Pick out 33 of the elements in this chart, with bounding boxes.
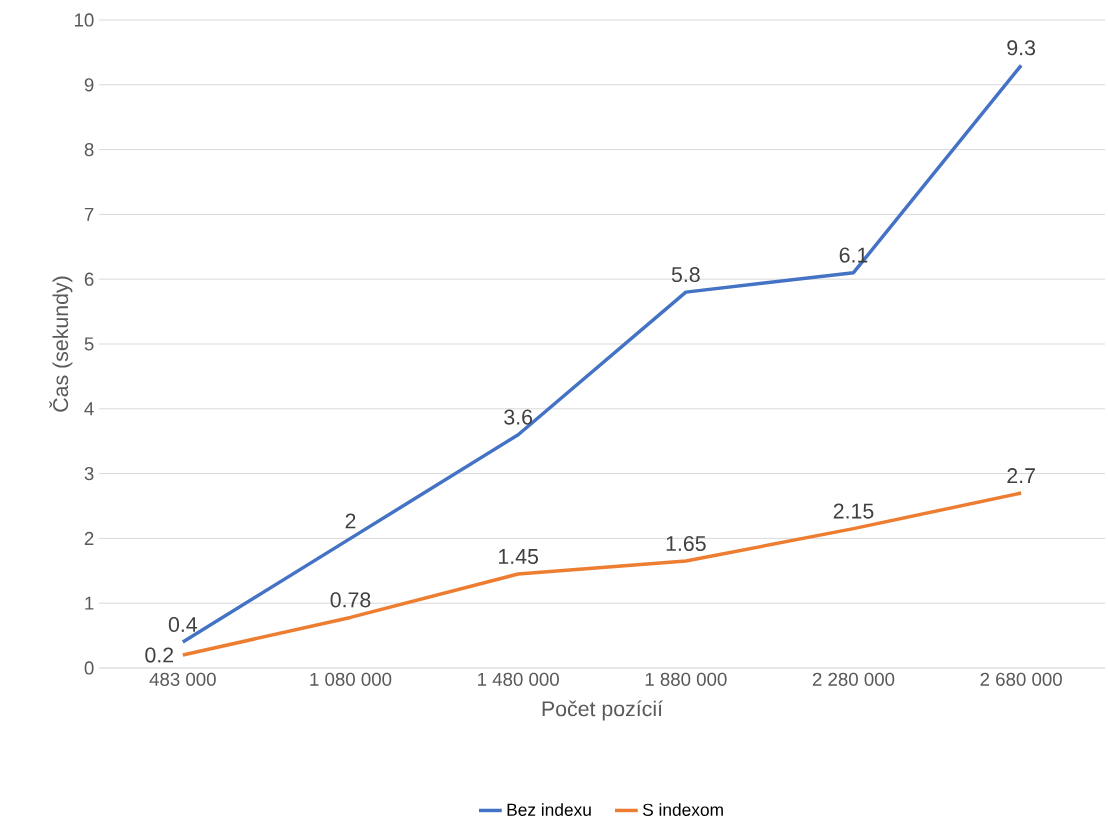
y-tick-label: 1 [85,596,94,610]
data-label: 2.15 [833,503,874,519]
data-label: 2 [345,513,356,529]
y-tick-label: 10 [74,13,94,27]
data-label: 0.4 [168,616,198,633]
legend-label: Bez indexu [507,803,591,816]
x-tick-label: 1 080 000 [310,672,392,686]
y-tick-label: 6 [84,272,94,286]
data-label: 5.8 [671,267,700,283]
x-tick-label: 483 000 [149,672,216,686]
x-tick-label: 1 880 000 [645,672,727,686]
data-label: 9.3 [1007,40,1036,56]
x-tick-label: 2 280 000 [812,672,895,686]
data-label: 1.45 [499,549,539,564]
x-axis-title: Počet pozícií [542,700,663,721]
data-label: 2.7 [1007,468,1035,483]
y-tick-label: 9 [84,78,94,92]
data-label: 3.6 [504,409,533,425]
y-tick-label: 0 [84,661,94,675]
data-label: 0.2 [145,647,174,663]
y-tick-label: 4 [84,402,94,416]
data-label: 0.78 [330,592,371,608]
x-tick-label: 1 480 000 [478,672,559,686]
x-tick-label: 2 680 000 [980,672,1062,686]
legend-label: S indexom [642,803,723,816]
data-label: 1.65 [666,535,706,552]
y-tick-label: 3 [84,466,94,481]
y-tick-label: 5 [84,337,94,351]
y-tick-label: 7 [84,207,94,221]
y-axis-title: Čas (sekundy) [49,276,73,412]
y-tick-label: 8 [84,142,94,157]
y-tick-label: 2 [84,531,94,545]
data-label: 6.1 [839,247,868,263]
